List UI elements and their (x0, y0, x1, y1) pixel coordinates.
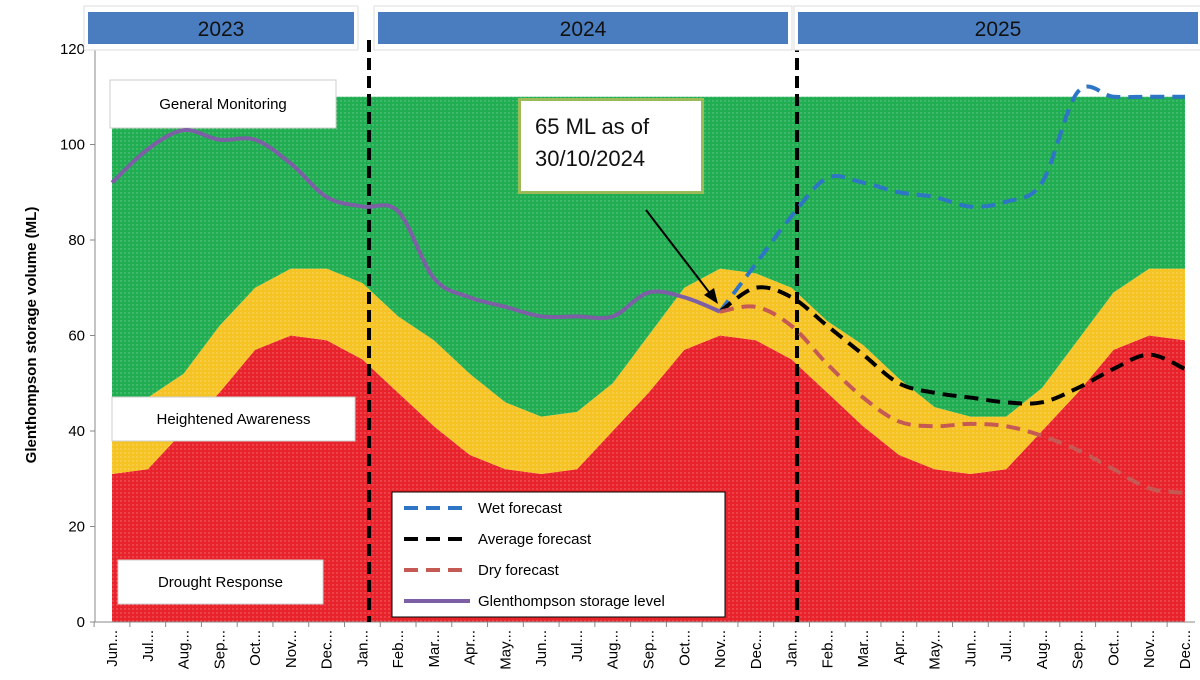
year-header (88, 12, 354, 44)
legend-label: Wet forecast (478, 500, 563, 517)
y-tick-label: 0 (77, 614, 85, 631)
zone-label: Drought Response (158, 574, 283, 591)
annotation-arrowhead (704, 288, 718, 304)
legend-label: Average forecast (478, 531, 592, 548)
x-tick-label: Mar... (426, 630, 443, 668)
x-tick-label: Aug... (176, 630, 193, 669)
zone-label-box (117, 559, 324, 605)
zone-label-box (111, 396, 356, 442)
x-tick-label: Sep... (1070, 630, 1087, 669)
x-tick-label: Aug... (605, 630, 622, 669)
legend-box (391, 491, 726, 618)
x-tick-label: Mar... (855, 630, 872, 668)
y-tick-label: 40 (68, 423, 85, 440)
x-tick-label: Jun... (533, 630, 550, 667)
x-tick-label: Jul... (998, 630, 1015, 662)
x-tick-label: Dec... (1177, 630, 1194, 669)
year-header-label: 2024 (560, 18, 607, 41)
x-tick-label: Oct... (1105, 630, 1122, 666)
year-header-label: 2025 (975, 18, 1022, 41)
y-axis-label: Glenthompson storage volume (ML) (23, 207, 40, 464)
y-tick-label: 100 (60, 137, 85, 154)
x-tick-label: Sep... (211, 630, 228, 669)
y-tick-label: 60 (68, 328, 85, 345)
x-tick-label: Jun... (104, 630, 121, 667)
x-tick-label: Jun... (962, 630, 979, 667)
legend-label: Dry forecast (478, 562, 560, 579)
x-tick-label: Apr... (462, 630, 479, 665)
x-tick-label: Dec... (319, 630, 336, 669)
x-tick-label: Aug... (1034, 630, 1051, 669)
x-tick-label: Sep... (641, 630, 658, 669)
x-tick-label: Oct... (676, 630, 693, 666)
line (719, 304, 1186, 496)
line (110, 128, 721, 321)
area-texture (112, 268, 1185, 474)
x-tick-label: Dec... (748, 630, 765, 669)
annotation: 65 ML as of 30/10/2024 (518, 98, 704, 194)
year-header (798, 12, 1198, 44)
x-tick-label: Jan... (784, 630, 801, 667)
legend-label: Glenthompson storage level (478, 593, 665, 610)
x-tick-label: Feb... (390, 630, 407, 668)
zone-label: General Monitoring (159, 96, 287, 113)
zone-label: Heightened Awareness (157, 411, 311, 428)
line (718, 84, 1185, 313)
annotation-arrow (645, 209, 713, 297)
y-tick-label: 80 (68, 232, 85, 249)
x-tick-label: May... (927, 630, 944, 670)
x-tick-label: Oct... (247, 630, 264, 666)
x-tick-label: Jul... (569, 630, 586, 662)
area-texture (112, 96, 1185, 417)
area-texture (112, 335, 1185, 622)
x-tick-label: Feb... (819, 630, 836, 668)
y-tick-label: 120 (60, 41, 85, 58)
x-tick-label: Jan... (354, 630, 371, 667)
x-tick-label: Nov... (1141, 630, 1158, 668)
year-header-label: 2023 (198, 18, 245, 41)
x-tick-label: Nov... (712, 630, 729, 668)
x-tick-label: Apr... (891, 630, 908, 665)
y-tick-label: 20 (68, 519, 85, 536)
x-tick-label: Jul... (140, 630, 157, 662)
line (718, 285, 1186, 406)
x-tick-label: Nov... (283, 630, 300, 668)
zone-label-box (109, 79, 337, 129)
year-header (378, 12, 788, 44)
x-tick-label: May... (497, 630, 514, 670)
